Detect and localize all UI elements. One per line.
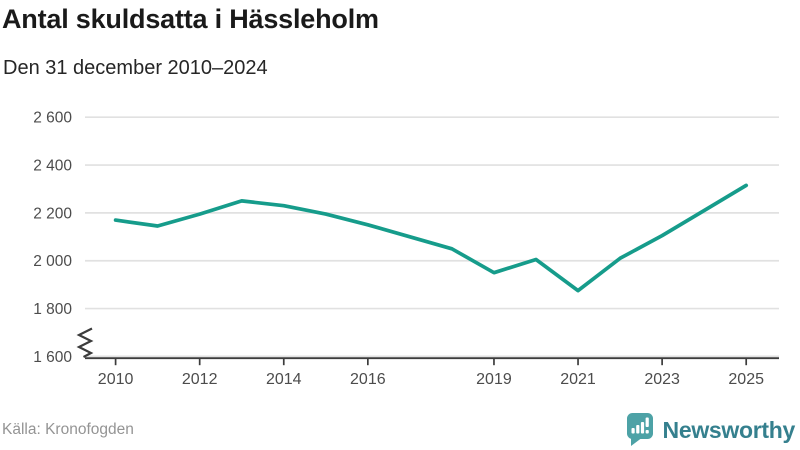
page-title: Antal skuldsatta i Hässleholm bbox=[2, 4, 379, 34]
y-tick-label: 2 200 bbox=[33, 205, 72, 222]
x-tick-label: 2019 bbox=[476, 371, 512, 388]
x-tick-label: 2014 bbox=[266, 371, 302, 388]
newsworthy-logo-icon bbox=[626, 413, 653, 446]
newsworthy-wordmark: Newsworthy bbox=[662, 416, 796, 443]
x-tick-label: 2021 bbox=[560, 371, 596, 388]
newsworthy-logo: Newsworthy bbox=[626, 412, 795, 448]
bar-chart-exclamation-icon bbox=[631, 417, 649, 434]
x-tick-label: 2012 bbox=[182, 371, 218, 388]
y-tick-label: 1 600 bbox=[33, 349, 72, 366]
y-tick-label: 2 000 bbox=[33, 253, 72, 270]
x-tick-label: 2023 bbox=[644, 371, 680, 388]
speech-bubble-icon bbox=[626, 413, 653, 446]
source-note: Källa: Kronofogden bbox=[2, 421, 134, 438]
y-tick-label: 2 400 bbox=[33, 158, 72, 175]
data-line-series bbox=[113, 183, 749, 293]
x-tick-label: 2016 bbox=[350, 371, 386, 388]
y-tick-label: 1 800 bbox=[33, 301, 72, 318]
axis-break-icon bbox=[76, 327, 94, 358]
x-tick-label: 2010 bbox=[98, 371, 134, 388]
x-tick-label: 2025 bbox=[728, 371, 764, 388]
y-tick-label: 2 600 bbox=[33, 110, 72, 127]
chart-subtitle: Den 31 december 2010–2024 bbox=[3, 57, 268, 79]
